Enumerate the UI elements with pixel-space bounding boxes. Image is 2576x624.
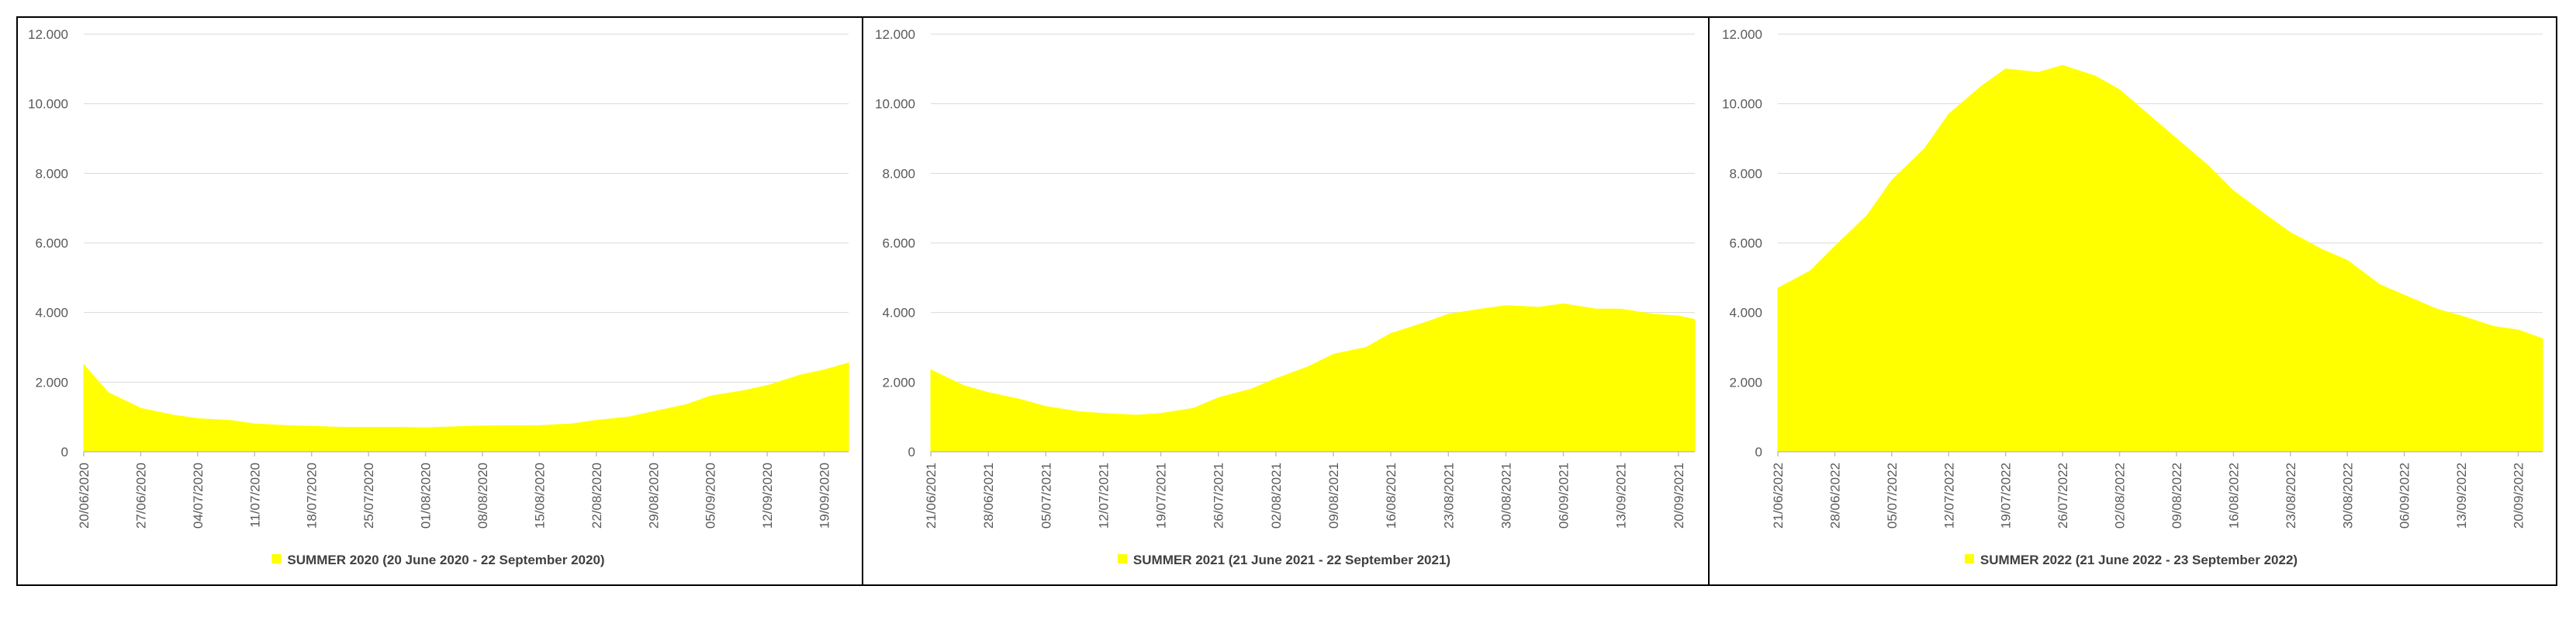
x-tick-label: 22/08/2020 xyxy=(590,463,604,529)
y-tick-label: 8.000 xyxy=(882,166,915,181)
x-tick-label: 05/09/2020 xyxy=(704,463,718,529)
x-tick-label: 21/06/2021 xyxy=(924,463,939,529)
x-tick-label: 06/09/2021 xyxy=(1557,463,1572,529)
legend: SUMMER 2021 (21 June 2021 - 22 September… xyxy=(1117,553,1451,567)
y-tick-label: 8.000 xyxy=(1729,166,1762,181)
x-tick-label: 16/08/2022 xyxy=(2226,463,2241,529)
x-tick-label: 30/08/2022 xyxy=(2340,463,2355,529)
x-tick-label: 20/06/2020 xyxy=(77,463,92,529)
x-tick-label: 15/08/2020 xyxy=(532,463,547,529)
x-tick-label: 12/07/2021 xyxy=(1096,463,1111,529)
x-tick-label: 27/06/2020 xyxy=(133,463,148,529)
x-tick-label: 09/08/2021 xyxy=(1326,463,1341,529)
legend-swatch xyxy=(1117,554,1127,563)
x-tick-label: 18/07/2020 xyxy=(305,463,320,529)
chart-panel-1: 0 2.000 4.000 6.000 8.000 10.000 12.000 20/06/2… xyxy=(16,16,863,586)
x-tick-label: 01/08/2020 xyxy=(419,463,434,529)
area-series xyxy=(83,362,849,452)
area-series xyxy=(930,303,1696,452)
x-tick-label: 23/08/2022 xyxy=(2284,463,2298,529)
y-tick-label: 6.000 xyxy=(1729,236,1762,251)
y-tick-label: 6.000 xyxy=(882,236,915,251)
y-tick-label: 8.000 xyxy=(35,166,68,181)
x-tick-label: 12/09/2020 xyxy=(760,463,775,529)
x-tick-label: 29/08/2020 xyxy=(646,463,661,529)
x-tick-label: 19/07/2022 xyxy=(1999,463,2014,529)
x-tick-label: 13/09/2021 xyxy=(1614,463,1629,529)
x-tick-label: 19/07/2021 xyxy=(1154,463,1169,529)
x-tick-label: 23/08/2021 xyxy=(1441,463,1456,529)
x-tick-label: 25/07/2020 xyxy=(361,463,376,529)
y-tick-label: 0 xyxy=(61,445,68,459)
x-tick-label: 21/06/2022 xyxy=(1771,463,1786,529)
y-tick-label: 2.000 xyxy=(1729,375,1762,390)
x-tick-label: 26/07/2021 xyxy=(1212,463,1226,529)
x-tick-label: 13/09/2022 xyxy=(2454,463,2469,529)
x-tick-label: 04/07/2020 xyxy=(191,463,206,529)
legend-label: SUMMER 2022 (21 June 2022 - 23 September… xyxy=(1980,553,2298,567)
y-tick-label: 12.000 xyxy=(28,27,68,42)
x-tick-label: 28/06/2022 xyxy=(1827,463,1842,529)
y-tick-label: 10.000 xyxy=(875,97,915,112)
legend: SUMMER 2020 (20 June 2020 - 22 September… xyxy=(271,553,605,567)
y-tick-label: 0 xyxy=(908,445,915,459)
y-tick-label: 4.000 xyxy=(1729,306,1762,321)
x-tick-label: 05/07/2021 xyxy=(1039,463,1053,529)
x-tick-label: 30/08/2021 xyxy=(1499,463,1513,529)
x-tick-label: 16/08/2021 xyxy=(1384,463,1399,529)
x-tick-label: 20/09/2021 xyxy=(1672,463,1686,529)
legend: SUMMER 2022 (21 June 2022 - 23 September… xyxy=(1964,553,2298,567)
x-tick-label: 26/07/2022 xyxy=(2056,463,2070,529)
x-tick-label: 08/08/2020 xyxy=(475,463,490,529)
y-tick-label: 6.000 xyxy=(35,236,68,251)
x-tick-label: 12/07/2022 xyxy=(1942,463,1956,529)
chart-panel-3: 0 2.000 4.000 6.000 8.000 10.000 12.000 21/06/2… xyxy=(1708,16,2557,586)
area-series xyxy=(1777,64,2543,452)
y-tick-label: 4.000 xyxy=(35,306,68,321)
y-tick-label: 12.000 xyxy=(875,27,915,42)
x-tick-label: 09/08/2022 xyxy=(2170,463,2184,529)
y-tick-label: 2.000 xyxy=(35,375,68,390)
y-tick-label: 10.000 xyxy=(28,97,68,112)
x-tick-label: 19/09/2020 xyxy=(818,463,832,529)
legend-swatch xyxy=(271,554,282,563)
y-tick-label: 2.000 xyxy=(882,375,915,390)
x-tick-label: 28/06/2021 xyxy=(981,463,996,529)
y-tick-label: 0 xyxy=(1755,445,1762,459)
x-tick-label: 05/07/2022 xyxy=(1885,463,1900,529)
legend-label: SUMMER 2020 (20 June 2020 - 22 September… xyxy=(287,553,604,567)
y-tick-label: 4.000 xyxy=(882,306,915,321)
y-tick-label: 10.000 xyxy=(1722,97,1762,112)
x-tick-label: 02/08/2022 xyxy=(2113,463,2128,529)
x-tick-label: 11/07/2020 xyxy=(247,463,262,528)
legend-label: SUMMER 2021 (21 June 2021 - 22 September… xyxy=(1133,553,1451,567)
panel-border xyxy=(1708,16,2557,586)
chart-panel-2: 0 2.000 4.000 6.000 8.000 10.000 12.000 21/06/2… xyxy=(862,16,1710,586)
y-tick-label: 12.000 xyxy=(1722,27,1762,42)
legend-swatch xyxy=(1964,554,1974,563)
x-tick-label: 06/09/2022 xyxy=(2398,463,2412,529)
x-tick-label: 20/09/2022 xyxy=(2512,463,2526,529)
x-tick-label: 02/08/2021 xyxy=(1269,463,1284,529)
